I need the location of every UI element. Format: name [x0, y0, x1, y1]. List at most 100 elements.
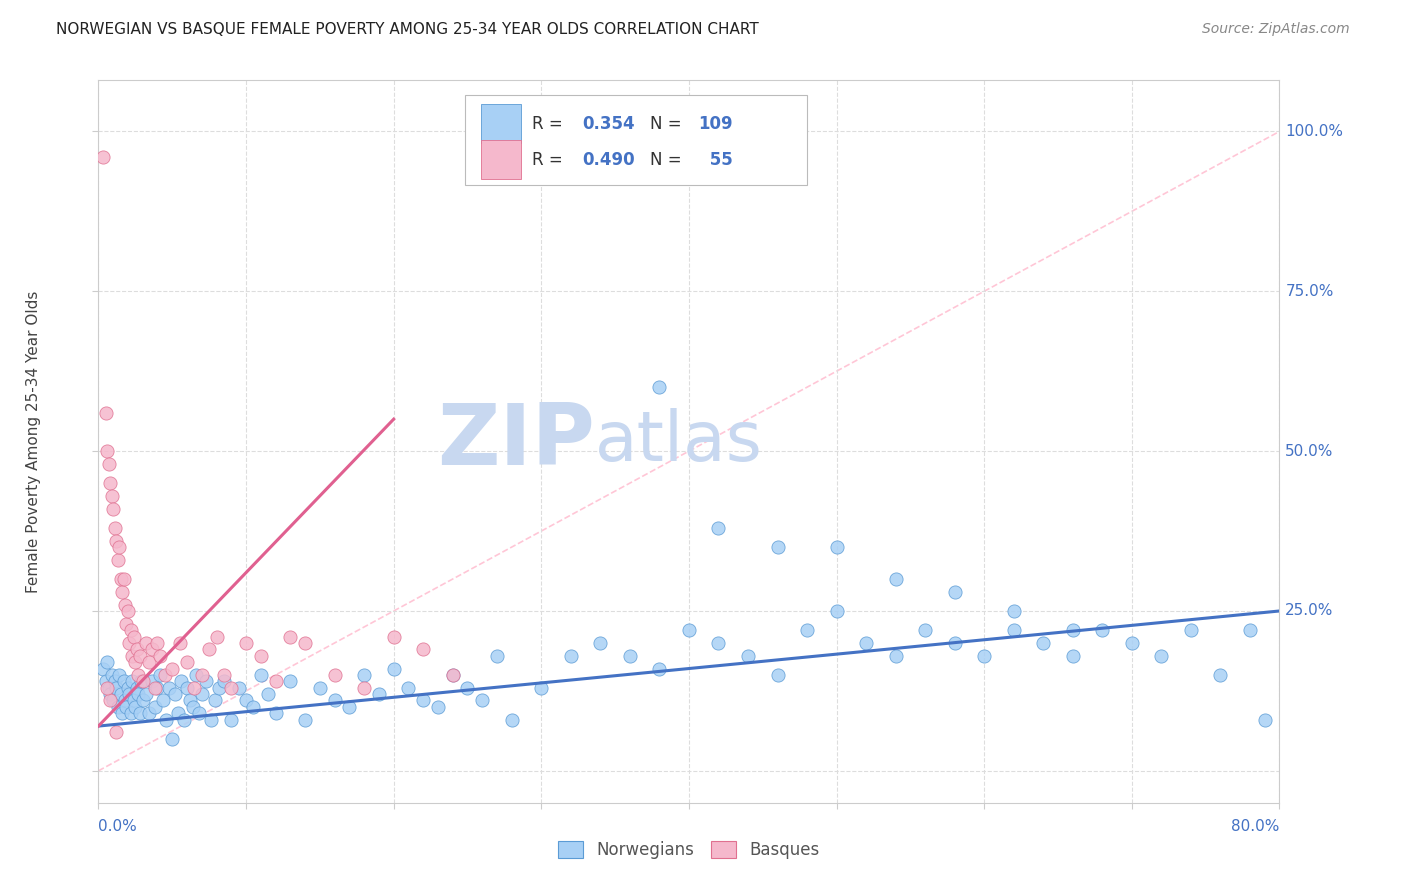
- Point: [825, 540, 848, 554]
- Point: [103, 501, 125, 516]
- Point: [141, 674, 163, 689]
- Point: [1209, 668, 1232, 682]
- Point: [108, 668, 131, 682]
- Point: [104, 521, 127, 535]
- Text: 100.0%: 100.0%: [1285, 124, 1343, 139]
- Point: [105, 533, 128, 548]
- Point: [176, 681, 198, 695]
- Point: [368, 687, 391, 701]
- Point: [108, 540, 131, 554]
- Point: [138, 706, 160, 721]
- Point: [471, 693, 494, 707]
- Point: [212, 674, 235, 689]
- Point: [825, 604, 848, 618]
- Point: [111, 706, 134, 721]
- Point: [943, 636, 966, 650]
- Point: [124, 655, 146, 669]
- Point: [107, 699, 129, 714]
- Point: [162, 661, 183, 675]
- Point: [427, 699, 450, 714]
- Point: [382, 661, 405, 675]
- Point: [173, 713, 195, 727]
- Point: [250, 648, 273, 663]
- Point: [122, 630, 145, 644]
- Point: [191, 687, 214, 701]
- Point: [1002, 604, 1025, 618]
- Text: 25.0%: 25.0%: [1285, 604, 1334, 618]
- Point: [121, 648, 143, 663]
- Point: [943, 584, 966, 599]
- Point: [323, 693, 346, 707]
- Point: [796, 623, 818, 637]
- FancyBboxPatch shape: [481, 104, 522, 143]
- Point: [212, 668, 235, 682]
- Point: [1150, 648, 1173, 663]
- Text: 0.354: 0.354: [582, 115, 636, 133]
- Point: [170, 674, 193, 689]
- Point: [589, 636, 612, 650]
- Text: 0.490: 0.490: [582, 151, 636, 169]
- Point: [339, 699, 361, 714]
- Point: [107, 553, 129, 567]
- Text: ZIP: ZIP: [437, 400, 595, 483]
- Point: [1062, 623, 1084, 637]
- Point: [181, 699, 204, 714]
- Point: [412, 642, 434, 657]
- Point: [98, 476, 121, 491]
- Point: [146, 636, 169, 650]
- Point: [96, 655, 118, 669]
- Point: [183, 681, 205, 695]
- Point: [155, 713, 177, 727]
- Point: [530, 681, 553, 695]
- Text: 0.0%: 0.0%: [98, 819, 138, 834]
- Point: [111, 584, 134, 599]
- Point: [110, 572, 132, 586]
- Point: [382, 630, 405, 644]
- Point: [309, 681, 332, 695]
- Point: [124, 699, 146, 714]
- Point: [143, 699, 166, 714]
- Point: [457, 681, 479, 695]
- Point: [560, 648, 582, 663]
- Point: [141, 642, 163, 657]
- Point: [486, 648, 509, 663]
- Point: [441, 668, 464, 682]
- Point: [125, 681, 148, 695]
- Point: [127, 687, 149, 701]
- Point: [97, 681, 120, 695]
- Point: [91, 150, 114, 164]
- Point: [766, 668, 789, 682]
- Point: [167, 706, 190, 721]
- Point: [96, 681, 118, 695]
- Point: [118, 687, 141, 701]
- Point: [97, 457, 120, 471]
- Text: 50.0%: 50.0%: [1285, 443, 1334, 458]
- Point: [184, 668, 207, 682]
- Point: [176, 655, 198, 669]
- Point: [648, 380, 671, 394]
- Point: [120, 706, 142, 721]
- Point: [280, 674, 302, 689]
- Point: [117, 604, 139, 618]
- Point: [143, 681, 166, 695]
- Point: [103, 693, 125, 707]
- Point: [323, 668, 346, 682]
- Point: [855, 636, 877, 650]
- Point: [135, 687, 157, 701]
- Point: [120, 623, 142, 637]
- Point: [105, 681, 128, 695]
- Point: [264, 674, 287, 689]
- Point: [187, 706, 209, 721]
- Point: [412, 693, 434, 707]
- Point: [619, 648, 641, 663]
- Point: [221, 713, 243, 727]
- Point: [152, 693, 174, 707]
- Point: [121, 674, 143, 689]
- Point: [1091, 623, 1114, 637]
- Point: [1121, 636, 1143, 650]
- Point: [91, 661, 114, 675]
- Point: [110, 687, 132, 701]
- Point: [179, 693, 201, 707]
- Point: [149, 668, 172, 682]
- Point: [353, 668, 375, 682]
